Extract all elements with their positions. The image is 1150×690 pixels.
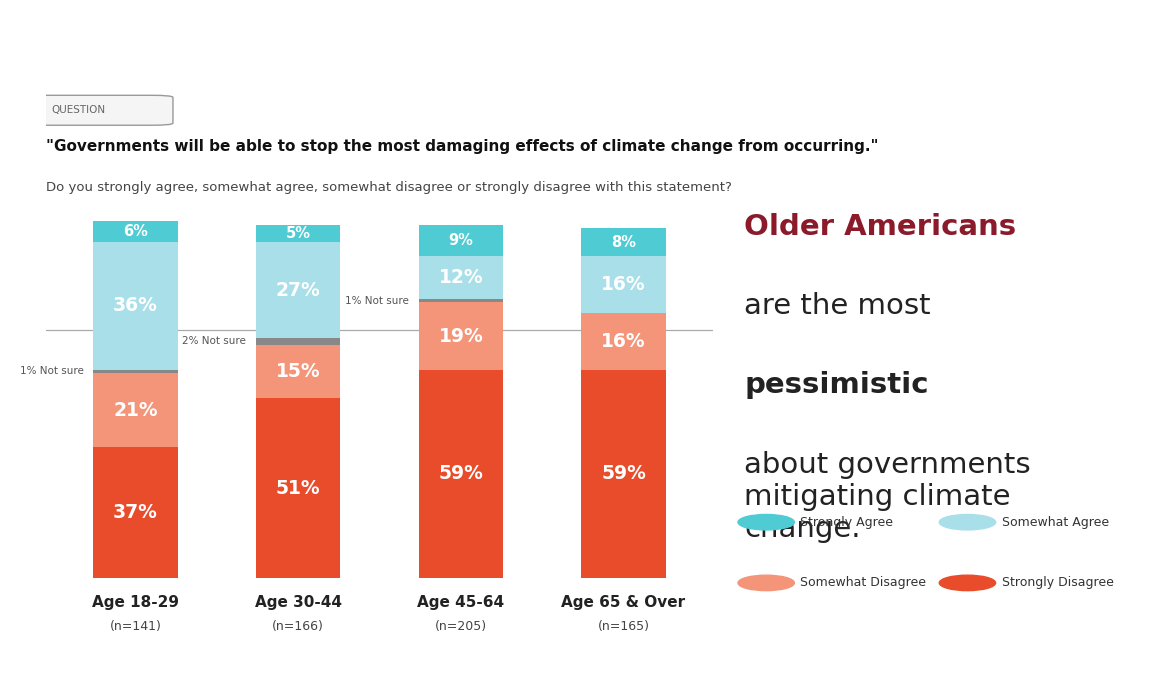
Text: 19%: 19%: [438, 326, 483, 346]
Text: 59%: 59%: [438, 464, 483, 484]
Text: 51%: 51%: [276, 479, 321, 497]
Text: 1% Not sure: 1% Not sure: [20, 366, 84, 377]
Circle shape: [738, 515, 795, 530]
Text: 2% Not sure: 2% Not sure: [182, 336, 246, 346]
Text: 8%: 8%: [611, 235, 636, 250]
Text: (n=205): (n=205): [435, 620, 486, 633]
Bar: [255, 345, 340, 398]
Text: 59%: 59%: [601, 464, 646, 484]
Text: (n=166): (n=166): [273, 620, 324, 633]
Bar: [581, 228, 666, 257]
Bar: [581, 313, 666, 370]
Text: (n=165): (n=165): [598, 620, 650, 633]
Text: 21%: 21%: [113, 401, 158, 420]
Circle shape: [940, 575, 996, 591]
Text: about governments
mitigating climate
change.: about governments mitigating climate cha…: [744, 451, 1030, 543]
Text: 2023 National Surveys on Energy and Environment Report: 2023 National Surveys on Energy and Envi…: [29, 30, 895, 56]
Text: are the most: are the most: [744, 292, 940, 320]
Bar: [93, 447, 178, 578]
Text: 36%: 36%: [113, 297, 158, 315]
Bar: [93, 221, 178, 242]
Bar: [419, 257, 504, 299]
Text: Do you strongly agree, somewhat agree, somewhat disagree or strongly disagree wi: Do you strongly agree, somewhat agree, s…: [46, 181, 731, 194]
Text: 16%: 16%: [601, 275, 646, 294]
Text: 9%: 9%: [448, 233, 474, 248]
Bar: [581, 257, 666, 313]
Text: Older Americans: Older Americans: [744, 213, 1017, 241]
Text: QUESTION: QUESTION: [52, 105, 106, 115]
Text: 12%: 12%: [438, 268, 483, 287]
Text: Somewhat Disagree: Somewhat Disagree: [800, 576, 927, 589]
Text: Somewhat Agree: Somewhat Agree: [1002, 515, 1109, 529]
Text: Age 30-44: Age 30-44: [254, 595, 342, 611]
Text: 5%: 5%: [285, 226, 310, 241]
Text: pessimistic: pessimistic: [744, 371, 928, 400]
Bar: [419, 302, 504, 370]
Text: Source: Muhlenberg College Institute of Public Opinion, National Surveys on Ener: Source: Muhlenberg College Institute of …: [184, 659, 966, 671]
Text: 27%: 27%: [276, 281, 321, 299]
Bar: [255, 398, 340, 578]
Bar: [419, 370, 504, 578]
Bar: [419, 225, 504, 257]
Text: 37%: 37%: [113, 503, 158, 522]
Text: College: College: [1029, 52, 1073, 65]
Bar: [255, 225, 340, 242]
Bar: [93, 370, 178, 373]
Circle shape: [940, 515, 996, 530]
Bar: [93, 242, 178, 370]
Circle shape: [738, 575, 795, 591]
FancyBboxPatch shape: [25, 95, 172, 126]
Text: (n=141): (n=141): [109, 620, 161, 633]
Text: "Governments will be able to stop the most damaging effects of climate change fr: "Governments will be able to stop the mo…: [46, 139, 879, 154]
Bar: [581, 370, 666, 578]
Bar: [419, 299, 504, 302]
Bar: [255, 242, 340, 338]
Bar: [255, 338, 340, 345]
Bar: [93, 373, 178, 447]
Text: Muhlenberg: Muhlenberg: [1029, 26, 1099, 39]
Text: Age 65 & Over: Age 65 & Over: [561, 595, 685, 611]
Text: 15%: 15%: [276, 362, 321, 381]
Text: Strongly Disagree: Strongly Disagree: [1002, 576, 1113, 589]
Text: 1% Not sure: 1% Not sure: [345, 296, 408, 306]
Text: Age 18-29: Age 18-29: [92, 595, 179, 611]
Text: 6%: 6%: [123, 224, 148, 239]
Text: Age 45-64: Age 45-64: [417, 595, 505, 611]
Text: 16%: 16%: [601, 332, 646, 351]
Text: Strongly Agree: Strongly Agree: [800, 515, 894, 529]
